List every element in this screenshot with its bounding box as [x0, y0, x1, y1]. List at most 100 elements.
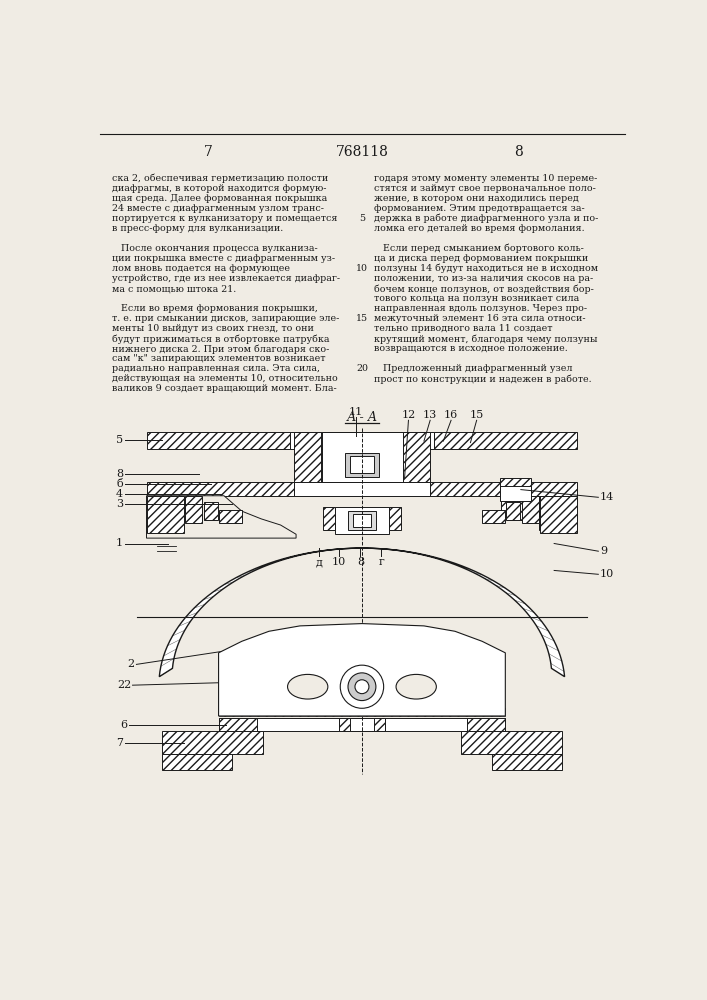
Bar [162, 731, 263, 754]
Text: прост по конструкции и надежен в работе.: прост по конструкции и надежен в работе. [373, 374, 591, 384]
Text: держка в работе диафрагменного узла и по-: держка в работе диафрагменного узла и по… [373, 214, 598, 223]
Text: 6: 6 [120, 720, 127, 730]
Bar [335, 507, 389, 534]
Bar [348, 511, 376, 530]
Text: ции покрышка вместе с диафрагменным уз-: ции покрышка вместе с диафрагменным уз- [112, 254, 334, 263]
Text: Предложенный диафрагменный узел: Предложенный диафрагменный узел [373, 364, 572, 373]
Text: д: д [316, 557, 323, 567]
Text: т. е. при смыкании дисков, запирающие эле-: т. е. при смыкании дисков, запирающие эл… [112, 314, 339, 323]
Text: 7: 7 [116, 738, 123, 748]
Bar [500, 486, 531, 501]
Text: После окончания процесса вулканиза-: После окончания процесса вулканиза- [112, 244, 317, 253]
Bar [146, 482, 293, 496]
Bar [223, 653, 501, 661]
Polygon shape [146, 496, 296, 538]
Text: ца и диска перед формованием покрышки: ца и диска перед формованием покрышки [373, 254, 588, 263]
Text: 8: 8 [116, 469, 123, 479]
Bar [290, 432, 434, 449]
Text: будут прижиматься в отбортовке патрубка: будут прижиматься в отбортовке патрубка [112, 334, 329, 344]
Text: радиально направленная сила. Эта сила,: радиально направленная сила. Эта сила, [112, 364, 320, 373]
Bar [434, 432, 578, 449]
Bar [322, 432, 403, 482]
Text: 15: 15 [469, 410, 484, 420]
Text: ска 2, обеспечивая герметизацию полости: ска 2, обеспечивая герметизацию полости [112, 174, 328, 183]
Bar [146, 496, 185, 530]
Text: 12: 12 [402, 410, 416, 420]
Text: крутящий момент, благодаря чему ползуны: крутящий момент, благодаря чему ползуны [373, 334, 597, 344]
Ellipse shape [341, 674, 382, 699]
Text: нижнего диска 2. При этом благодаря ско-: нижнего диска 2. При этом благодаря ско- [112, 344, 329, 354]
Bar [345, 453, 379, 477]
Text: межуточный элемент 16 эта сила относи-: межуточный элемент 16 эта сила относи- [373, 314, 585, 323]
Ellipse shape [396, 674, 436, 699]
Text: 20: 20 [356, 364, 368, 373]
Text: 2: 2 [128, 659, 135, 669]
Bar [351, 456, 373, 473]
Text: формованием. Этим предотвращается за-: формованием. Этим предотвращается за- [373, 204, 584, 213]
Bar [323, 507, 335, 530]
Bar [522, 496, 539, 523]
Bar [389, 507, 401, 530]
Circle shape [340, 665, 384, 708]
Bar [339, 718, 385, 731]
Text: 11: 11 [349, 407, 363, 417]
Text: устройство, где из нее извлекается диафраг-: устройство, где из нее извлекается диафр… [112, 274, 340, 283]
Polygon shape [218, 624, 506, 716]
Text: 13: 13 [423, 410, 437, 420]
Text: ломка его деталей во время формолания.: ломка его деталей во время формолания. [373, 224, 584, 233]
Text: 8: 8 [514, 145, 523, 159]
Bar [204, 502, 218, 520]
Text: годаря этому моменту элементы 10 переме-: годаря этому моменту элементы 10 переме- [373, 174, 597, 183]
Text: 22: 22 [117, 680, 131, 690]
Text: 16: 16 [444, 410, 458, 420]
Circle shape [348, 673, 376, 701]
Text: 24 вместе с диафрагменным узлом транс-: 24 вместе с диафрагменным узлом транс- [112, 204, 324, 213]
Text: менты 10 выйдут из своих гнезд, то они: менты 10 выйдут из своих гнезд, то они [112, 324, 313, 333]
Text: тельно приводного вала 11 создает: тельно приводного вала 11 создает [373, 324, 552, 333]
Text: 9: 9 [600, 546, 607, 556]
Text: 5: 5 [359, 214, 365, 223]
Polygon shape [159, 548, 565, 677]
Text: положении, то из-за наличия скосов на ра-: положении, то из-за наличия скосов на ра… [373, 274, 593, 283]
Bar [373, 718, 385, 731]
Text: валиков 9 создает вращающий момент. Бла-: валиков 9 создает вращающий момент. Бла- [112, 384, 337, 393]
Text: А - А: А - А [346, 411, 378, 424]
Text: 10: 10 [600, 569, 614, 579]
Text: жение, в котором они находились перед: жение, в котором они находились перед [373, 194, 578, 203]
Text: 768118: 768118 [336, 145, 388, 159]
Bar [339, 718, 351, 731]
Text: ползуны 14 будут находиться не в исходном: ползуны 14 будут находиться не в исходно… [373, 264, 597, 273]
Bar [146, 432, 290, 449]
Text: диафрагмы, в которой находится формую-: диафрагмы, в которой находится формую- [112, 184, 326, 193]
Text: б: б [117, 479, 123, 489]
Bar [293, 432, 321, 482]
Text: 10: 10 [356, 264, 368, 273]
Bar [461, 731, 562, 754]
Text: лом вновь подается на формующее: лом вновь подается на формующее [112, 264, 290, 273]
Bar [492, 754, 562, 770]
Text: в пресс-форму для вулканизации.: в пресс-форму для вулканизации. [112, 224, 283, 233]
Bar [185, 496, 202, 523]
Bar [430, 482, 578, 496]
Bar [482, 510, 506, 523]
Bar [146, 496, 184, 533]
Text: щая среда. Далее формованная покрышка: щая среда. Далее формованная покрышка [112, 194, 327, 203]
Bar [218, 718, 506, 731]
Text: 4: 4 [116, 489, 123, 499]
Bar [185, 496, 204, 520]
Text: возвращаются в исходное положение.: возвращаются в исходное положение. [373, 344, 567, 353]
Text: 14: 14 [600, 492, 614, 502]
Text: 10: 10 [332, 557, 346, 567]
Bar [506, 502, 520, 520]
Bar [293, 482, 430, 496]
Bar [218, 510, 242, 523]
Text: действующая на элементы 10, относительно: действующая на элементы 10, относительно [112, 374, 337, 383]
Text: сам "к" запирающих элементов возникает: сам "к" запирающих элементов возникает [112, 354, 325, 363]
Text: 3: 3 [116, 499, 123, 509]
Text: 8: 8 [357, 557, 364, 567]
Text: Если перед смыканием бортового коль-: Если перед смыканием бортового коль- [373, 244, 583, 253]
Bar [540, 496, 578, 533]
Text: г: г [378, 557, 384, 567]
Text: бочем конце ползунов, от воздействия бор-: бочем конце ползунов, от воздействия бор… [373, 284, 593, 294]
Text: 15: 15 [356, 314, 368, 323]
